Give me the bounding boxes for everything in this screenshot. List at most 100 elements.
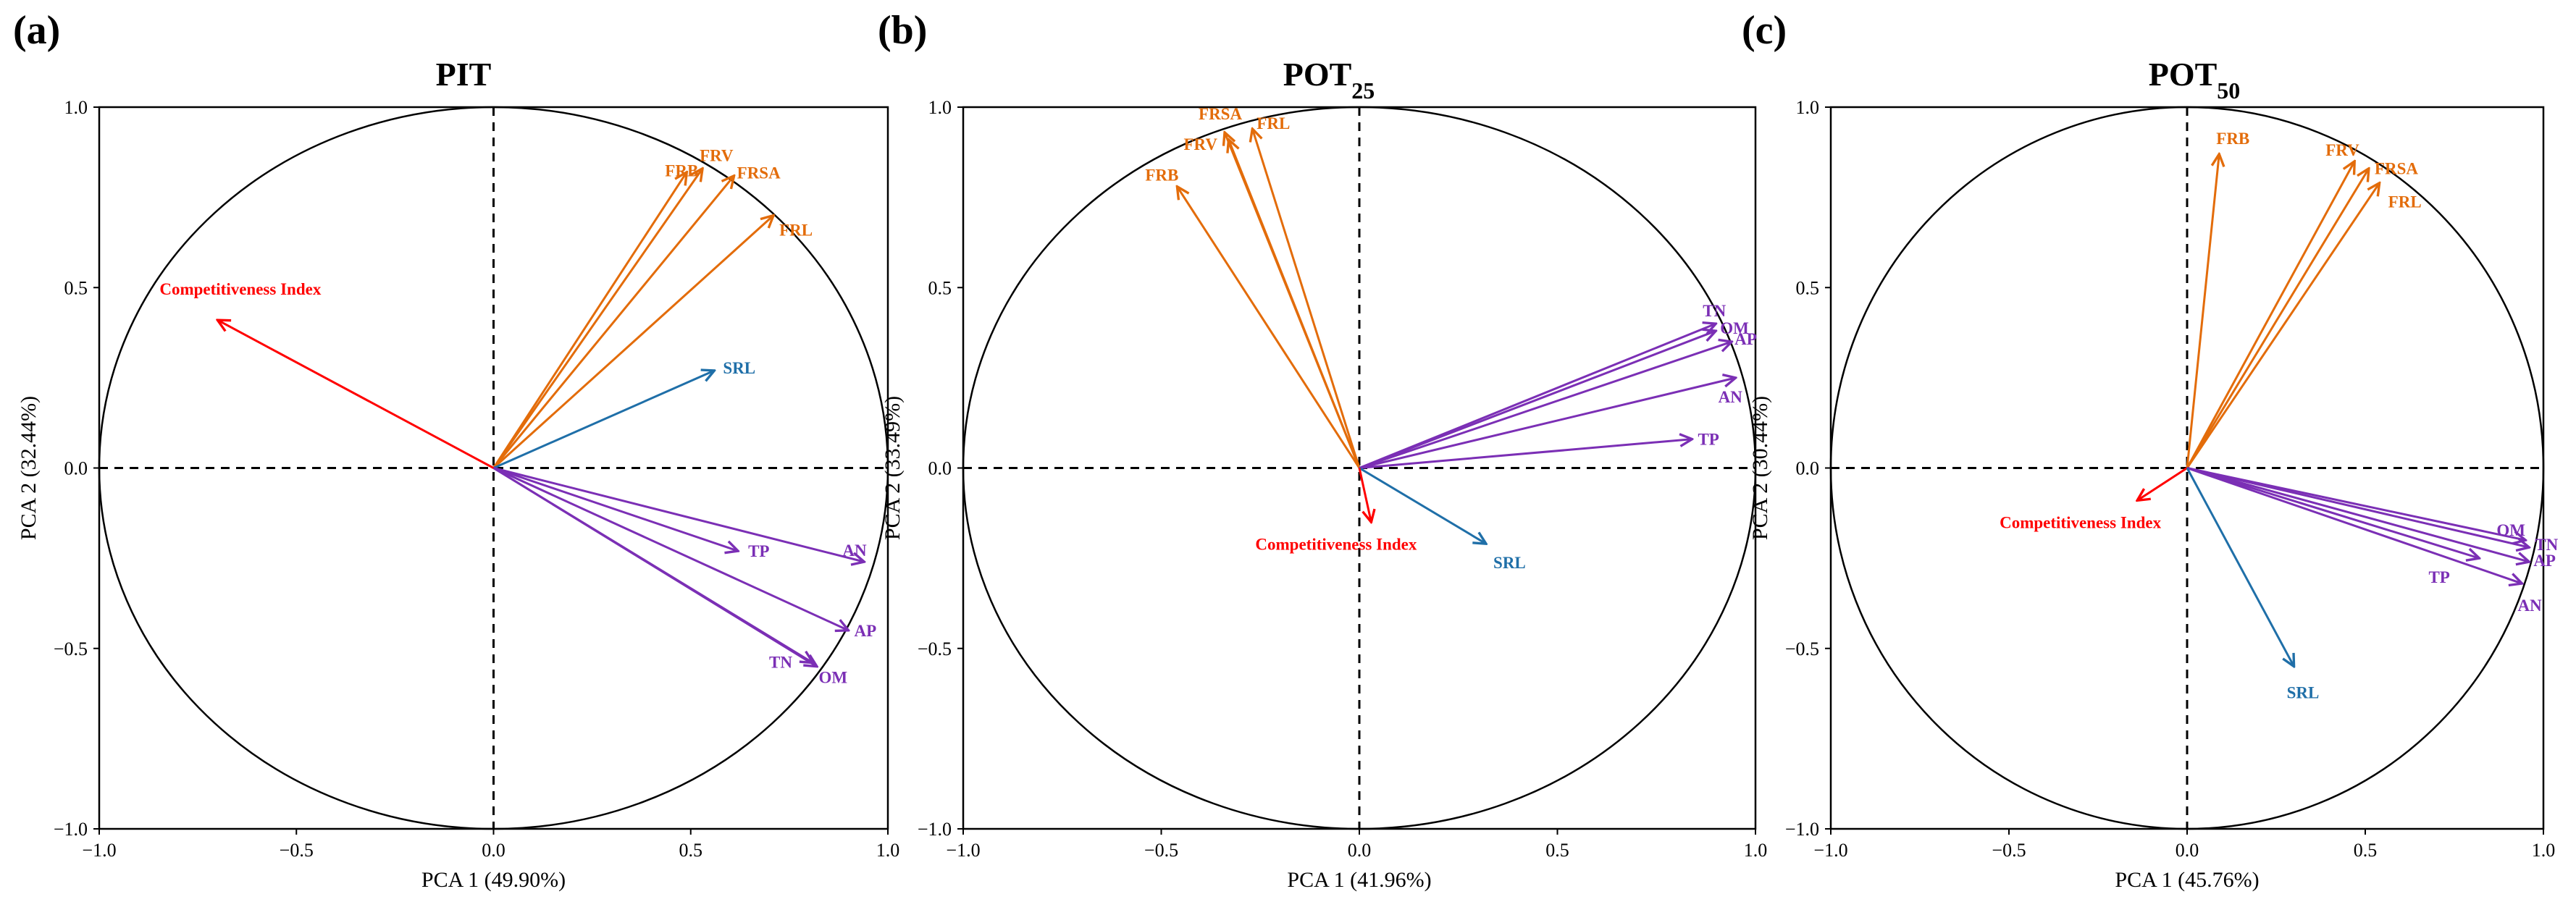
biplot-panel-3: (c) POT50 −1.0−1.0 −0.5 −0.5 0.0 0.0 0.5 0.5 1.0 1… bbox=[1742, 8, 2559, 892]
vector-arrow-om bbox=[492, 467, 813, 663]
vector-arrow-ap bbox=[1359, 342, 1732, 469]
vector-label-frv: FRV bbox=[700, 147, 734, 165]
x-tick-label: 0.0 bbox=[2176, 840, 2199, 861]
y-tick-label: 1.0 bbox=[928, 97, 952, 118]
vector-arrow-srl bbox=[492, 371, 715, 469]
vector-label-srl: SRL bbox=[1493, 554, 1526, 572]
x-tick-label: 0.5 bbox=[679, 840, 703, 861]
x-tick-label: −1.0 bbox=[82, 840, 116, 861]
vector-arrow-an bbox=[1359, 378, 1736, 469]
panel-title: PIT bbox=[436, 56, 492, 93]
y-tick-label: 1.0 bbox=[1796, 97, 1820, 118]
y-tick-label: −0.5 bbox=[54, 638, 88, 659]
vector-label-tn: TN bbox=[1703, 302, 1726, 320]
vector-arrow-frsa bbox=[492, 176, 734, 469]
y-tick-label: −0.5 bbox=[1785, 638, 1819, 659]
vector-arrow-an bbox=[2186, 467, 2522, 584]
x-tick-label: 1.0 bbox=[1744, 840, 1768, 861]
vector-arrow-frsa bbox=[2186, 169, 2369, 469]
vector-arrow-frb bbox=[2186, 154, 2219, 468]
y-tick-label: 0.0 bbox=[928, 458, 952, 479]
vector-arrow-tn bbox=[2186, 467, 2529, 548]
y-tick-label: −0.5 bbox=[918, 638, 952, 659]
x-axis-label: PCA 1 (49.90%) bbox=[421, 868, 566, 892]
y-axis-label: PCA 2 (33.49%) bbox=[881, 396, 905, 540]
x-tick-label: 0.0 bbox=[482, 840, 505, 861]
vector-label-ap: AP bbox=[1734, 330, 1757, 348]
vector-label-frb: FRB bbox=[665, 162, 698, 180]
vector-label-om: OM bbox=[1720, 319, 1749, 337]
y-tick-label: −1.0 bbox=[918, 819, 952, 840]
vector-label-frsa: FRSA bbox=[1199, 105, 1242, 123]
vector-arrow-frv bbox=[492, 169, 703, 469]
vector-arrow-competitiveness-index bbox=[1358, 468, 1371, 523]
x-tick-label: 0.5 bbox=[2354, 840, 2378, 861]
y-axis-label: PCA 2 (32.44%) bbox=[17, 396, 41, 540]
panel-letter: (c) bbox=[1742, 8, 1787, 53]
vector-arrow-ap bbox=[492, 467, 849, 631]
vector-arrow-srl bbox=[1359, 467, 1486, 544]
vector-arrow-competitiveness-index bbox=[217, 320, 495, 469]
vector-arrow-tp bbox=[2186, 467, 2479, 559]
vector-label-frl: FRL bbox=[1256, 114, 1290, 132]
x-tick-label: 0.5 bbox=[1545, 840, 1569, 861]
vector-arrow-competitiveness-index bbox=[2137, 467, 2188, 501]
panel-title: POT50 bbox=[2149, 56, 2241, 104]
vector-label-tn: TN bbox=[769, 654, 792, 672]
vector-label-ap: AP bbox=[2533, 552, 2556, 570]
biplot-panel-2: (b) POT25 −1.0−1.0 −0.5 −0.5 0.0 0.0 0.5 0.5 1.0 1… bbox=[878, 8, 1767, 892]
vector-arrow-frv bbox=[1228, 140, 1361, 469]
vector-arrow-frl bbox=[1252, 129, 1361, 468]
x-tick-label: −0.5 bbox=[280, 840, 314, 861]
panel-letter: (b) bbox=[878, 8, 927, 53]
vector-label-an: AN bbox=[842, 541, 867, 560]
y-tick-label: 0.0 bbox=[1796, 458, 1820, 479]
panel-letter: (a) bbox=[13, 8, 60, 53]
vector-arrow-tp bbox=[493, 467, 739, 552]
vector-label-frv: FRV bbox=[2325, 141, 2359, 159]
vector-label-tp: TP bbox=[1698, 431, 1719, 449]
x-tick-label: −0.5 bbox=[1992, 840, 2026, 861]
y-tick-label: 0.5 bbox=[64, 277, 88, 298]
vector-label-frv: FRV bbox=[1183, 135, 1217, 153]
y-tick-label: −1.0 bbox=[54, 819, 88, 840]
x-tick-label: 1.0 bbox=[876, 840, 900, 861]
y-tick-label: 1.0 bbox=[64, 97, 88, 118]
x-tick-label: 1.0 bbox=[2532, 840, 2556, 861]
y-tick-label: −1.0 bbox=[1785, 819, 1819, 840]
vector-label-an: AN bbox=[2517, 596, 2542, 615]
x-tick-label: −1.0 bbox=[946, 840, 980, 861]
vector-label-competitiveness-index: Competitiveness Index bbox=[2000, 513, 2161, 531]
vector-arrow-frb bbox=[1177, 187, 1361, 469]
vector-label-competitiveness-index: Competitiveness Index bbox=[159, 280, 321, 298]
panel-title: POT25 bbox=[1283, 56, 1375, 104]
vector-arrow-om bbox=[1359, 331, 1716, 469]
x-axis-label: PCA 1 (41.96%) bbox=[1287, 868, 1431, 892]
vector-label-competitiveness-index: Competitiveness Index bbox=[1255, 535, 1417, 553]
vector-label-frb: FRB bbox=[1145, 166, 1178, 185]
vector-label-om: OM bbox=[819, 669, 848, 687]
vector-label-frl: FRL bbox=[779, 222, 813, 240]
vector-label-tn: TN bbox=[2535, 536, 2558, 554]
vector-label-tp: TP bbox=[2428, 568, 2449, 586]
x-tick-label: −0.5 bbox=[1144, 840, 1178, 861]
x-axis-label: PCA 1 (45.76%) bbox=[2115, 868, 2259, 892]
vector-arrow-tn bbox=[1359, 324, 1716, 469]
vector-arrow-frv bbox=[2186, 161, 2354, 469]
vector-arrow-frl bbox=[2186, 183, 2380, 469]
vector-label-frb: FRB bbox=[2216, 130, 2249, 148]
vector-arrow-tp bbox=[1359, 439, 1692, 469]
x-tick-label: 0.0 bbox=[1348, 840, 1372, 861]
vector-label-srl: SRL bbox=[2287, 684, 2320, 702]
vector-label-an: AN bbox=[1719, 388, 1743, 406]
y-axis-label: PCA 2 (30.44%) bbox=[1748, 396, 1772, 540]
vector-arrow-ap bbox=[2186, 467, 2529, 562]
vector-arrow-srl bbox=[2186, 467, 2294, 667]
vector-label-tp: TP bbox=[748, 542, 769, 560]
vector-label-om: OM bbox=[2496, 521, 2525, 539]
vector-label-srl: SRL bbox=[723, 359, 755, 377]
vector-label-frsa: FRSA bbox=[737, 164, 781, 182]
vector-arrow-frl bbox=[492, 216, 774, 469]
vector-label-frsa: FRSA bbox=[2375, 160, 2418, 178]
